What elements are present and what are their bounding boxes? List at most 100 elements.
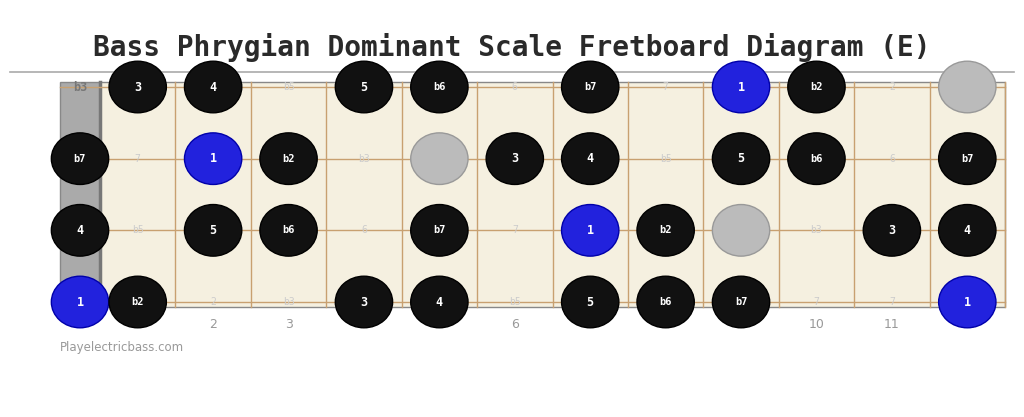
Text: 7: 7 <box>512 225 518 235</box>
Ellipse shape <box>863 204 921 256</box>
Text: 1: 1 <box>737 80 744 93</box>
Ellipse shape <box>637 204 694 256</box>
Ellipse shape <box>713 133 770 184</box>
Text: b7: b7 <box>584 82 596 92</box>
Text: 3: 3 <box>134 80 141 93</box>
Ellipse shape <box>713 276 770 328</box>
Text: 9: 9 <box>737 317 745 331</box>
Text: b2: b2 <box>131 297 144 307</box>
Text: 3: 3 <box>285 317 293 331</box>
Ellipse shape <box>51 276 109 328</box>
Text: 3: 3 <box>888 224 895 237</box>
Ellipse shape <box>335 276 392 328</box>
Ellipse shape <box>939 204 996 256</box>
Ellipse shape <box>51 133 109 184</box>
Text: 5: 5 <box>210 224 217 237</box>
Ellipse shape <box>713 61 770 113</box>
Text: 2: 2 <box>209 317 217 331</box>
Text: b3: b3 <box>358 154 370 163</box>
Ellipse shape <box>561 204 618 256</box>
Text: b7: b7 <box>433 225 445 235</box>
Ellipse shape <box>335 61 392 113</box>
Ellipse shape <box>939 276 996 328</box>
Text: 5: 5 <box>587 296 594 309</box>
Ellipse shape <box>486 133 544 184</box>
Ellipse shape <box>561 276 618 328</box>
Text: 4: 4 <box>964 224 971 237</box>
Ellipse shape <box>411 276 468 328</box>
Text: 1: 1 <box>77 296 84 309</box>
Text: b3: b3 <box>73 80 87 93</box>
Text: b3: b3 <box>283 297 295 307</box>
FancyBboxPatch shape <box>100 82 1005 307</box>
Text: 5: 5 <box>435 317 443 331</box>
Text: 1: 1 <box>587 224 594 237</box>
Text: 7: 7 <box>135 154 140 163</box>
Text: b2: b2 <box>810 82 822 92</box>
Text: 1: 1 <box>964 296 971 309</box>
Ellipse shape <box>109 61 166 113</box>
Text: 1: 1 <box>134 317 141 331</box>
Ellipse shape <box>561 61 618 113</box>
Text: 3: 3 <box>360 296 368 309</box>
Ellipse shape <box>787 133 845 184</box>
Ellipse shape <box>109 276 166 328</box>
Text: 4: 4 <box>360 317 368 331</box>
Text: b7: b7 <box>73 152 87 165</box>
Text: b5: b5 <box>283 82 295 92</box>
Text: 7: 7 <box>663 82 669 92</box>
Text: Playelectricbass.com: Playelectricbass.com <box>60 341 184 354</box>
Text: 12: 12 <box>959 317 975 331</box>
Text: 7: 7 <box>813 297 819 307</box>
Text: b6: b6 <box>810 154 822 163</box>
Text: b6: b6 <box>659 297 672 307</box>
Ellipse shape <box>260 204 317 256</box>
Text: 2: 2 <box>210 297 216 307</box>
Text: 4: 4 <box>77 224 84 237</box>
Ellipse shape <box>411 61 468 113</box>
Text: b6: b6 <box>283 225 295 235</box>
Ellipse shape <box>411 204 468 256</box>
Ellipse shape <box>787 61 845 113</box>
Text: 4: 4 <box>587 152 594 165</box>
Ellipse shape <box>939 133 996 184</box>
Text: 4: 4 <box>436 296 443 309</box>
Text: 1: 1 <box>210 152 217 165</box>
Text: b3: b3 <box>811 225 822 235</box>
Text: b5: b5 <box>509 297 520 307</box>
Ellipse shape <box>184 204 242 256</box>
Ellipse shape <box>637 276 694 328</box>
Text: 10: 10 <box>809 317 824 331</box>
Text: b5: b5 <box>659 154 672 163</box>
Text: 6: 6 <box>889 154 895 163</box>
FancyBboxPatch shape <box>60 82 100 307</box>
Ellipse shape <box>184 61 242 113</box>
Text: 11: 11 <box>884 317 900 331</box>
Ellipse shape <box>411 133 468 184</box>
Text: b2: b2 <box>283 154 295 163</box>
Text: 3: 3 <box>511 152 518 165</box>
Text: 6: 6 <box>361 225 367 235</box>
Text: 4: 4 <box>77 224 84 237</box>
Text: b6: b6 <box>433 82 445 92</box>
Text: 1: 1 <box>77 296 84 309</box>
Text: 6: 6 <box>512 82 518 92</box>
Text: b2: b2 <box>659 225 672 235</box>
Ellipse shape <box>713 204 770 256</box>
Text: 8: 8 <box>662 317 670 331</box>
Text: 5: 5 <box>360 80 368 93</box>
Text: b5: b5 <box>132 225 143 235</box>
Ellipse shape <box>561 133 618 184</box>
Text: 7: 7 <box>586 317 594 331</box>
Text: b7: b7 <box>962 154 974 163</box>
Text: 7: 7 <box>889 297 895 307</box>
Text: Bass Phrygian Dominant Scale Fretboard Diagram (E): Bass Phrygian Dominant Scale Fretboard D… <box>93 33 931 61</box>
Text: b7: b7 <box>74 154 86 163</box>
Text: 2: 2 <box>889 82 895 92</box>
Text: b7: b7 <box>735 297 748 307</box>
Ellipse shape <box>939 61 996 113</box>
Text: 6: 6 <box>511 317 519 331</box>
Text: 4: 4 <box>210 80 217 93</box>
Ellipse shape <box>184 133 242 184</box>
Ellipse shape <box>260 133 317 184</box>
